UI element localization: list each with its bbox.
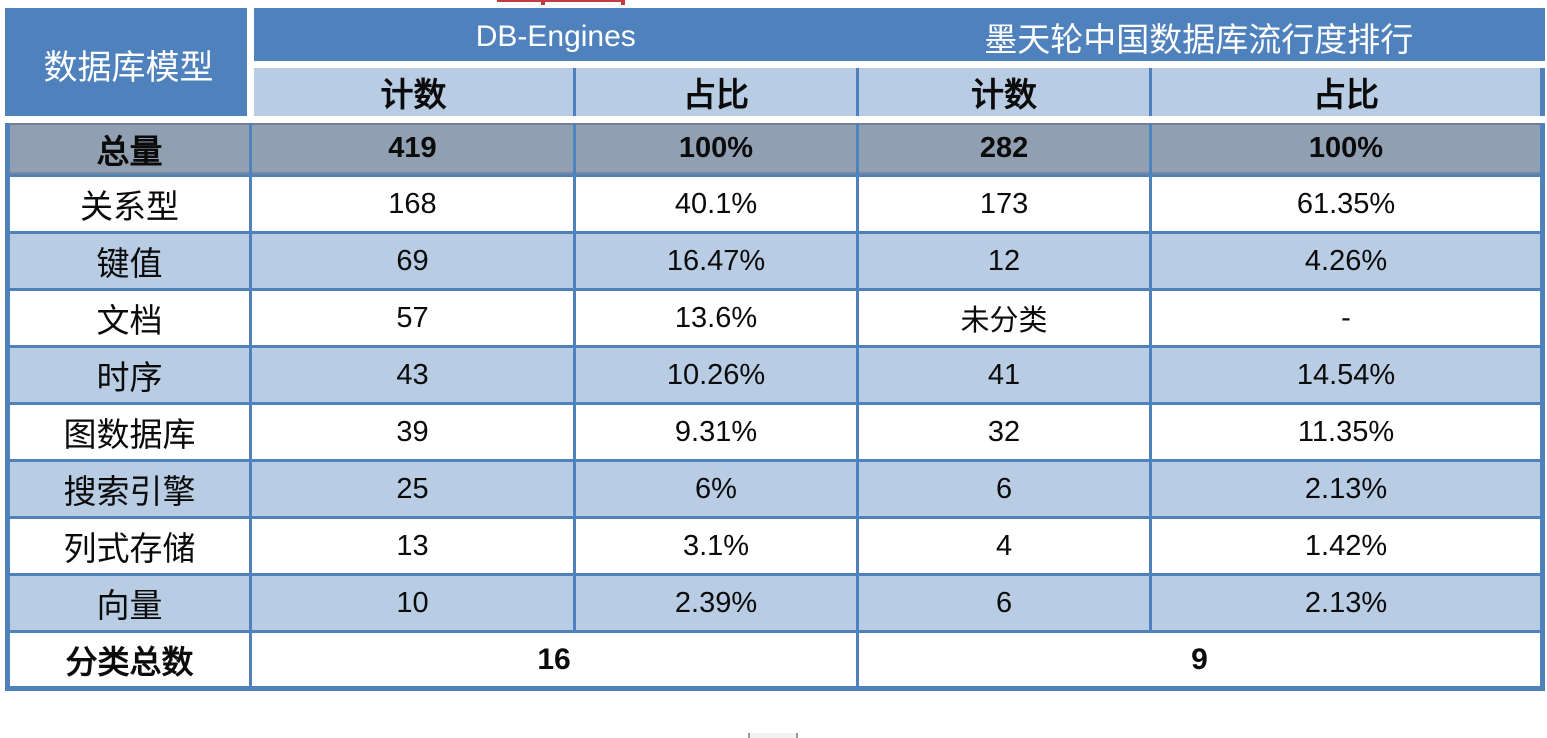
row-label: 键值 [6,231,252,291]
cell-value: 14.54% [1149,345,1545,405]
cell-value: 41 [856,345,1153,405]
cell-value: 25 [249,459,576,519]
cell-value: 173 [856,174,1153,234]
cell-value: 61.35% [1149,174,1545,234]
cell-value: 10.26% [572,345,860,405]
row-label: 时序 [6,345,252,405]
cell-value: 3.1% [572,516,860,576]
cell-value: 39 [249,402,576,462]
group-header-db-engines: DB-Engines [248,10,858,68]
table-row: 关系型 168 40.1% 173 61.35% [6,174,1545,234]
row-label: 向量 [6,573,252,633]
footer-motianlun-category-count: 9 [856,630,1545,690]
cell-value: 57 [249,288,576,348]
cell-value: 4.26% [1149,231,1545,291]
total-db-engines-share: 100% [572,116,860,177]
cell-value: 2.13% [1149,573,1545,633]
cell-value: 11.35% [1149,402,1545,462]
total-db-engines-count: 419 [249,116,576,177]
cropped-scrollbar-artifact [748,733,798,738]
cell-value: 69 [249,231,576,291]
row-label: 搜索引擎 [6,459,252,519]
red-text-descender [541,0,545,5]
cropped-red-text-artifact [497,0,625,5]
subheader-count-db-engines: 计数 [247,61,576,123]
cell-value: - [1149,288,1545,348]
table-row: 搜索引擎 25 6% 6 2.13% [6,459,1545,519]
cell-value: 13.6% [572,288,860,348]
total-row: 总量 419 100% 282 100% [6,116,1545,177]
table-row: 时序 43 10.26% 41 14.54% [6,345,1545,405]
cell-value: 9.31% [572,402,860,462]
footer-label-category-total: 分类总数 [6,630,252,690]
table-row: 键值 69 16.47% 12 4.26% [6,231,1545,291]
corner-header-database-model: 数据库模型 [6,10,254,123]
cell-value: 4 [856,516,1153,576]
cell-value: 43 [249,345,576,405]
row-label-total: 总量 [6,116,252,177]
subheader-share-motianlun: 占比 [1149,61,1545,123]
red-text-descender [621,0,625,5]
table-row: 向量 10 2.39% 6 2.13% [6,573,1545,633]
cell-value: 40.1% [572,174,860,234]
cell-value: 6 [856,459,1153,519]
row-label: 图数据库 [6,402,252,462]
cell-value: 6% [572,459,860,519]
subheader-share-db-engines: 占比 [572,61,860,123]
cell-value: 168 [249,174,576,234]
cell-value: 1.42% [1149,516,1545,576]
cell-value: 2.39% [572,573,860,633]
total-motianlun-count: 282 [856,116,1153,177]
table-row: 文档 57 13.6% 未分类 - [6,288,1545,348]
cell-value: 32 [856,402,1153,462]
table-row: 列式存储 13 3.1% 4 1.42% [6,516,1545,576]
cell-value: 16.47% [572,231,860,291]
cell-value: 6 [856,573,1153,633]
row-label: 关系型 [6,174,252,234]
cell-value: 10 [249,573,576,633]
cell-value: 未分类 [856,288,1153,348]
total-motianlun-share: 100% [1149,116,1545,177]
subheader-count-motianlun: 计数 [856,61,1153,123]
group-header-motianlun: 墨天轮中国数据库流行度排行 [857,10,1545,68]
table-row: 图数据库 39 9.31% 32 11.35% [6,402,1545,462]
cell-value: 12 [856,231,1153,291]
cell-value: 2.13% [1149,459,1545,519]
database-model-comparison-table: 数据库模型 DB-Engines 墨天轮中国数据库流行度排行 计数 占比 计数 … [5,8,1546,691]
cell-value: 13 [249,516,576,576]
footer-db-engines-category-count: 16 [248,630,860,690]
footer-row: 分类总数 16 9 [6,630,1545,690]
row-label: 文档 [6,288,252,348]
row-label: 列式存储 [6,516,252,576]
